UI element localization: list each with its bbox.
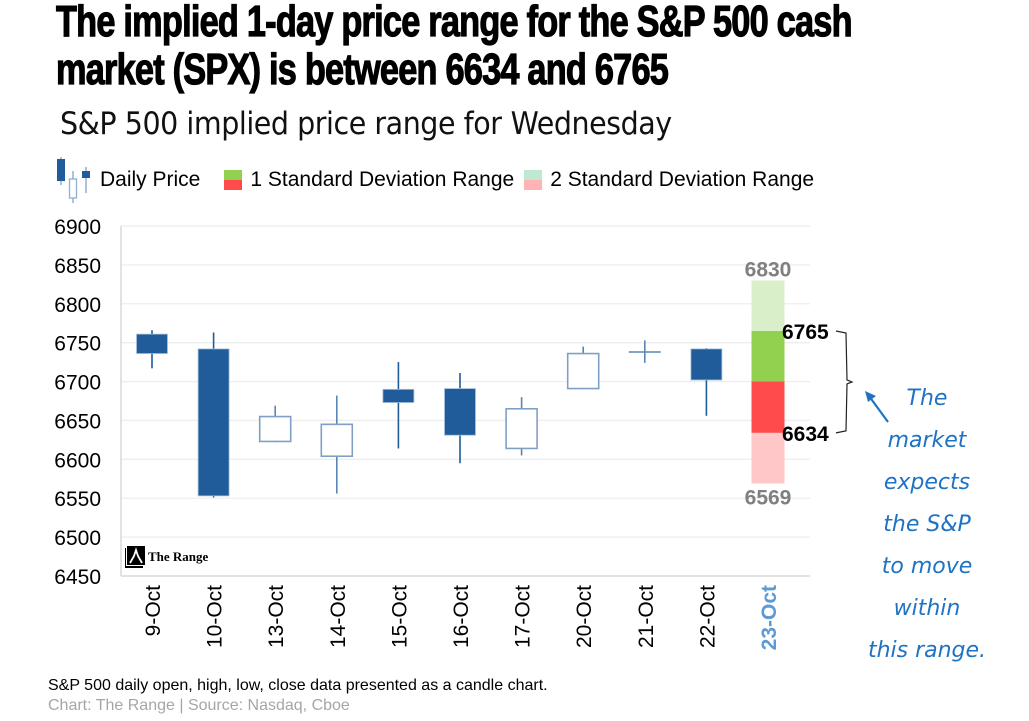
subtitle-text: S&P 500 implied price range for [60, 106, 502, 142]
arrow-head-icon [865, 391, 876, 402]
legend: Daily Price 1 Standard Deviation Range 2… [54, 155, 824, 205]
candle [444, 373, 476, 464]
candle [628, 340, 661, 363]
candle-body [505, 407, 538, 450]
one-sd-low-label: 6634 [782, 423, 829, 446]
two-sd-upper-band [751, 280, 785, 331]
candle-body [136, 333, 168, 354]
footer-source: Chart: The Range | Source: Nasdaq, Cboe [48, 697, 350, 714]
annotation-line: this range. [867, 638, 987, 663]
legend-label-1sd: 1 Standard Deviation Range [250, 168, 515, 191]
legend-item-1sd: 1 Standard Deviation Range [224, 168, 514, 192]
annotation-line: the S&P [883, 512, 971, 537]
annotation-text: The market expects the S&P to move withi… [852, 378, 1002, 672]
x-tick-label: 16-Oct [450, 585, 473, 648]
legend-label-daily-price: Daily Price [100, 168, 201, 191]
candle-body [320, 423, 354, 458]
two-sd-swatch [524, 170, 543, 190]
y-tick-label: 6450 [54, 566, 101, 589]
legend-item-2sd: 2 Standard Deviation Range [524, 168, 814, 192]
candle-body [444, 388, 476, 436]
x-tick-label: 17-Oct [512, 585, 535, 648]
candle [690, 348, 723, 416]
y-tick-label: 6850 [54, 255, 101, 278]
x-axis: 9-Oct 10-Oct 13-Oct 14-Oct 15-Oct 16-Oct 17-Oc… [142, 585, 781, 651]
one-sd-swatch [224, 170, 243, 190]
x-tick-label: 14-Oct [327, 585, 350, 648]
candle-body [197, 348, 230, 497]
chart-subtitle: S&P 500 implied price range for Wednesday [60, 106, 672, 142]
range-bracket [835, 330, 854, 434]
y-tick-label: 6600 [54, 449, 101, 472]
one-sd-high-label: 6765 [782, 321, 829, 344]
one-sd-upper-band [751, 331, 785, 382]
y-tick-label: 6800 [54, 294, 101, 317]
candlestick-icon [57, 157, 90, 203]
two-sd-low-label: 6569 [745, 486, 792, 509]
x-tick-label: 13-Oct [265, 585, 288, 648]
plot-frame [120, 226, 810, 577]
candle [566, 346, 600, 390]
candle-body [566, 352, 600, 390]
footer-description: S&P 500 daily open, high, low, close dat… [48, 677, 548, 694]
x-tick-label: 23-Oct [758, 585, 781, 650]
candle-body [382, 388, 415, 403]
y-tick-label: 6500 [54, 527, 101, 550]
x-tick-label: 9-Oct [142, 585, 165, 637]
candle [382, 362, 415, 449]
y-tick-label: 6550 [54, 488, 101, 511]
annotation-line: The [906, 386, 948, 411]
y-axis: 6900 6850 6800 6750 6700 6650 6600 6550 6500 6450 [54, 216, 101, 589]
annotation-line: market [887, 428, 967, 453]
candle [258, 405, 292, 443]
logo-label: The Range [148, 549, 209, 564]
one-sd-lower-band [751, 381, 785, 433]
legend-label-2sd: 2 Standard Deviation Range [550, 168, 815, 191]
subtitle-day: Wednesday [510, 106, 672, 142]
x-tick-label: 21-Oct [635, 585, 658, 648]
title-line-2: market (SPX) is between 6634 and 6765 [56, 45, 670, 94]
y-tick-label: 6900 [54, 216, 101, 239]
candle [136, 330, 168, 369]
candle [505, 397, 538, 456]
annotation-arrow [868, 395, 889, 423]
y-tick-label: 6700 [54, 372, 101, 395]
candle-body [258, 415, 292, 443]
logo-icon [125, 546, 145, 568]
projection-range: 6830 6569 6765 6634 [745, 258, 889, 509]
x-tick-label: 20-Oct [573, 585, 596, 648]
candle [320, 395, 354, 494]
y-tick-label: 6750 [54, 333, 101, 356]
the-range-logo: The Range [125, 546, 208, 568]
two-sd-high-label: 6830 [745, 258, 792, 281]
gridlines [121, 225, 810, 538]
two-sd-lower-band [751, 432, 785, 484]
x-tick-label: 22-Oct [696, 585, 719, 648]
annotation-line: to move [881, 554, 973, 579]
candles [136, 330, 723, 498]
candle-body [690, 348, 723, 381]
annotation-line: expects [883, 470, 971, 495]
legend-item-daily-price: Daily Price [54, 155, 200, 205]
title-line-1: The implied 1-day price range for the S&… [56, 0, 853, 46]
y-tick-label: 6650 [54, 410, 101, 433]
x-tick-label: 15-Oct [388, 585, 411, 648]
x-tick-label: 10-Oct [204, 585, 227, 648]
chart-title: The implied 1-day price range for the S&… [56, 0, 914, 96]
annotation-line: within [893, 596, 961, 621]
candle [197, 332, 230, 498]
